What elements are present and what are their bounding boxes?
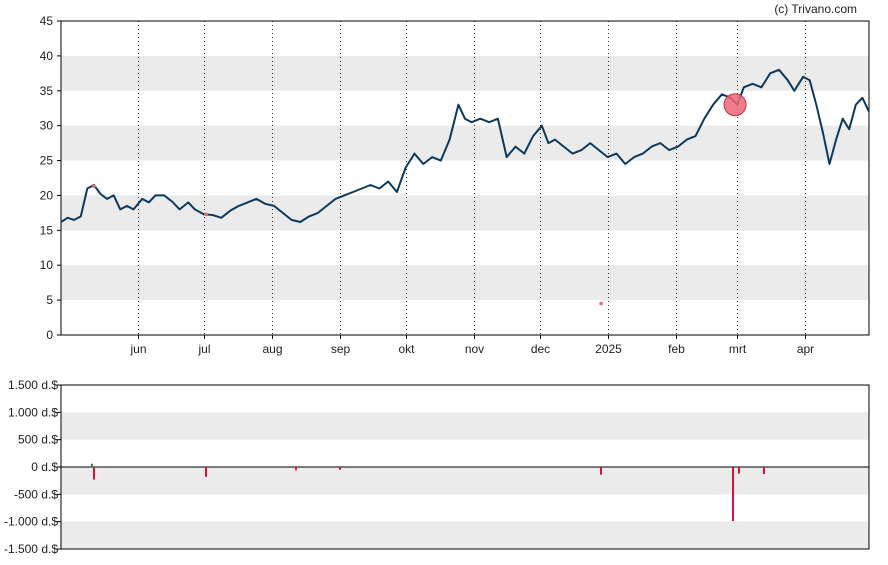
flow-bar [91, 463, 93, 467]
price-plot-frame [60, 20, 870, 336]
grid-band [61, 125, 869, 161]
y-tick-label: 15 [40, 223, 54, 237]
y-tick-label: 0 d.$ [31, 460, 58, 474]
x-tick-label: sep [331, 342, 351, 356]
x-tick-label: okt [398, 342, 415, 356]
trade-marker [92, 184, 96, 189]
price-panel: jun jul aug sep okt nov dec 2025 feb mrt apr051015… [40, 14, 870, 356]
trade-marker [723, 93, 747, 117]
x-tick-label: jun [129, 342, 146, 356]
price-series-line [60, 68, 870, 223]
y-tick-label: 1.000 d.$ [8, 405, 58, 419]
flow-bar [93, 467, 95, 480]
y-tick-label: 1.500 d.$ [8, 378, 58, 392]
flow-bar [295, 467, 297, 471]
x-tick-label: apr [797, 342, 814, 356]
y-tick-label: -1.500 d.$ [4, 542, 58, 556]
grid-band [61, 265, 869, 301]
flow-bar [738, 467, 740, 474]
x-tick-label: mrt [729, 342, 747, 356]
x-tick-label: aug [262, 342, 282, 356]
flow-bar [205, 467, 207, 477]
flow-bar [732, 467, 734, 522]
y-tick-label: 45 [40, 14, 54, 28]
y-tick-label: 10 [40, 258, 54, 272]
grid-band [61, 521, 869, 549]
grid-band [61, 412, 869, 440]
grid-band [61, 55, 869, 91]
y-tick-label: 35 [40, 84, 54, 98]
y-tick-label: 20 [40, 188, 54, 202]
flow-plot-frame [60, 384, 870, 550]
y-tick-label: 5 [46, 293, 53, 307]
y-tick-label: 40 [40, 49, 54, 63]
grid-band [61, 195, 869, 231]
flow-bar [600, 467, 602, 475]
x-tick-label: nov [465, 342, 484, 356]
y-tick-label: -500 d.$ [14, 487, 58, 501]
grid-band [61, 467, 869, 495]
trade-marker [599, 301, 603, 306]
flow-bar [763, 467, 765, 475]
y-tick-label: 0 [46, 328, 53, 342]
flow-bar [339, 467, 341, 470]
x-tick-label: feb [668, 342, 685, 356]
y-tick-label: 30 [40, 119, 54, 133]
y-tick-label: -1.000 d.$ [4, 515, 58, 529]
x-tick-label: dec [531, 342, 550, 356]
x-tick-label: 2025 [595, 342, 622, 356]
y-tick-label: 500 d.$ [18, 433, 58, 447]
trade-marker [204, 212, 208, 217]
flow-panel: -1.500 d.$ -1.000 d.$ -500 d.$ 0 d.$ 500 d.$… [4, 378, 870, 556]
y-tick-label: 25 [40, 154, 54, 168]
credit-label: (c) Trivano.com [774, 2, 857, 16]
x-tick-label: jul [197, 342, 210, 356]
